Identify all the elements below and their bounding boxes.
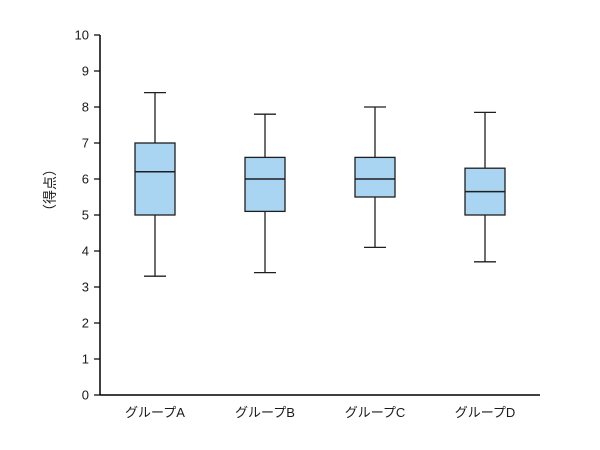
y-tick-label: 5 (82, 208, 89, 223)
y-tick-label: 2 (82, 316, 89, 331)
y-tick-label: 0 (82, 388, 89, 403)
y-tick-label: 8 (82, 100, 89, 115)
y-tick-label: 7 (82, 136, 89, 151)
y-tick-label: 1 (82, 352, 89, 367)
x-category-label: グループB (235, 405, 295, 420)
x-category-label: グループC (345, 405, 406, 420)
y-tick-label: 3 (82, 280, 89, 295)
y-tick-label: 4 (82, 244, 89, 259)
box (134, 142, 176, 216)
y-axis-label: （得点） (42, 162, 58, 218)
box (354, 156, 396, 198)
box (244, 156, 286, 213)
plot-area: 0 1 2 3 4 5 6 7 8 9 10 グループA グループB グループC グループD (75, 28, 540, 420)
x-category-label: グループA (125, 405, 185, 420)
y-tick-label: 6 (82, 172, 89, 187)
y-tick-label: 9 (82, 64, 89, 79)
y-tick-label: 10 (75, 28, 89, 43)
x-category-label: グループD (455, 405, 516, 420)
